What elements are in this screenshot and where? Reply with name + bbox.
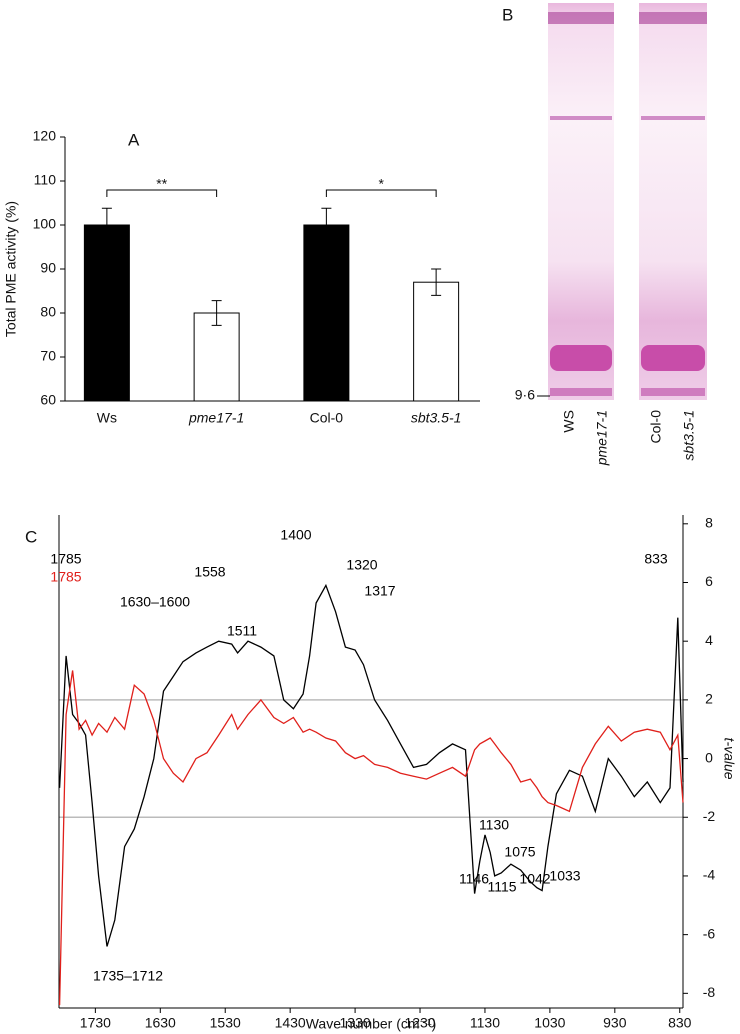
y-tick-label: 110 <box>34 172 57 188</box>
x-tick-label: pme17-1 <box>188 410 244 426</box>
x-axis-label: Wave number (cm⁻¹) <box>306 1016 437 1032</box>
annotation: 1785 <box>50 551 81 567</box>
annotation: 1511 <box>227 623 257 639</box>
annotation: 1317 <box>364 583 395 599</box>
bar <box>83 224 130 402</box>
significance-bracket <box>106 189 218 197</box>
gel-band <box>550 388 612 396</box>
gel-band <box>639 12 707 24</box>
x-tick-label: 1130 <box>470 1015 500 1031</box>
y2-tick-label: 2 <box>705 691 713 707</box>
panel-label: B <box>502 5 513 24</box>
gel-band <box>641 388 705 396</box>
annotation: 1558 <box>194 564 225 580</box>
lane-label: pme17-1 <box>594 410 610 466</box>
y-tick-label: 80 <box>40 304 56 320</box>
error-bar <box>211 300 222 326</box>
gel-band <box>641 345 705 371</box>
bar <box>303 224 350 402</box>
error-bar <box>321 207 332 243</box>
lane-label: WS <box>561 410 577 433</box>
y-tick-label: 70 <box>40 348 56 364</box>
series-line <box>58 670 684 1006</box>
panel-label: C <box>25 527 37 546</box>
gel-panel: B 9·6 WS pme17-1 Col-0 sbt3.5-1 <box>502 3 707 466</box>
gel-band <box>550 116 612 120</box>
x-tick-label: Col-0 <box>310 410 344 426</box>
error-bar <box>101 207 112 243</box>
x-tick-label: 1430 <box>275 1015 306 1031</box>
y2-tick-label: 8 <box>705 515 713 531</box>
gel-band <box>550 345 612 371</box>
significance-bracket <box>325 189 437 197</box>
y2-tick-label: 4 <box>705 632 713 648</box>
annotation: 1630–1600 <box>120 594 190 610</box>
annotation: 1075 <box>504 844 535 860</box>
y2-axis-label: t-value <box>721 738 737 780</box>
significance-label: * <box>379 176 385 192</box>
annotation: 1735–1712 <box>93 968 163 984</box>
y2-tick-label: -6 <box>703 925 716 941</box>
x-tick-label: 1330 <box>340 1015 371 1031</box>
x-tick-label: 1230 <box>404 1015 435 1031</box>
x-tick-label: 830 <box>668 1015 692 1031</box>
x-tick-label: 1530 <box>210 1015 241 1031</box>
x-tick-label: sbt3.5-1 <box>411 410 462 426</box>
y-axis-label: Total PME activity (%) <box>3 201 19 337</box>
gel-strip <box>639 3 707 400</box>
x-tick-label: 1730 <box>80 1015 111 1031</box>
annotation: 1115 <box>487 879 516 895</box>
annotation: 1033 <box>549 868 580 884</box>
error-bar <box>431 268 442 296</box>
y-tick-label: 100 <box>33 216 57 232</box>
y2-tick-label: 6 <box>705 573 713 589</box>
panel-label: A <box>128 130 140 149</box>
annotation: 833 <box>644 551 668 567</box>
annotation: 1146 <box>459 871 489 887</box>
lane-label: Col-0 <box>648 410 664 444</box>
annotation: 1042 <box>519 871 550 887</box>
annotation: 1785 <box>50 569 81 585</box>
bar <box>413 281 460 402</box>
x-tick-label: 930 <box>603 1015 627 1031</box>
y-tick-label: 120 <box>33 128 57 144</box>
bar <box>193 312 240 402</box>
annotation: 1320 <box>346 557 377 573</box>
y2-tick-label: -8 <box>703 984 716 1000</box>
gel-band <box>548 12 614 24</box>
x-tick-label: Ws <box>97 410 117 426</box>
gel-band <box>641 116 705 120</box>
y2-tick-label: -4 <box>703 867 716 883</box>
annotation: 1400 <box>280 527 311 543</box>
y2-tick-label: 0 <box>705 749 713 765</box>
gel-strip <box>548 3 614 400</box>
significance-label: ** <box>156 176 167 192</box>
series-line <box>58 583 684 947</box>
y-tick-label: 60 <box>40 392 56 408</box>
gel-marker: 9·6 <box>515 387 535 403</box>
x-tick-label: 1030 <box>534 1015 565 1031</box>
lane-label: sbt3.5-1 <box>681 410 697 461</box>
y-tick-label: 90 <box>40 260 56 276</box>
x-tick-label: 1630 <box>145 1015 176 1031</box>
annotation: 1130 <box>479 817 509 833</box>
y2-tick-label: -2 <box>703 808 716 824</box>
